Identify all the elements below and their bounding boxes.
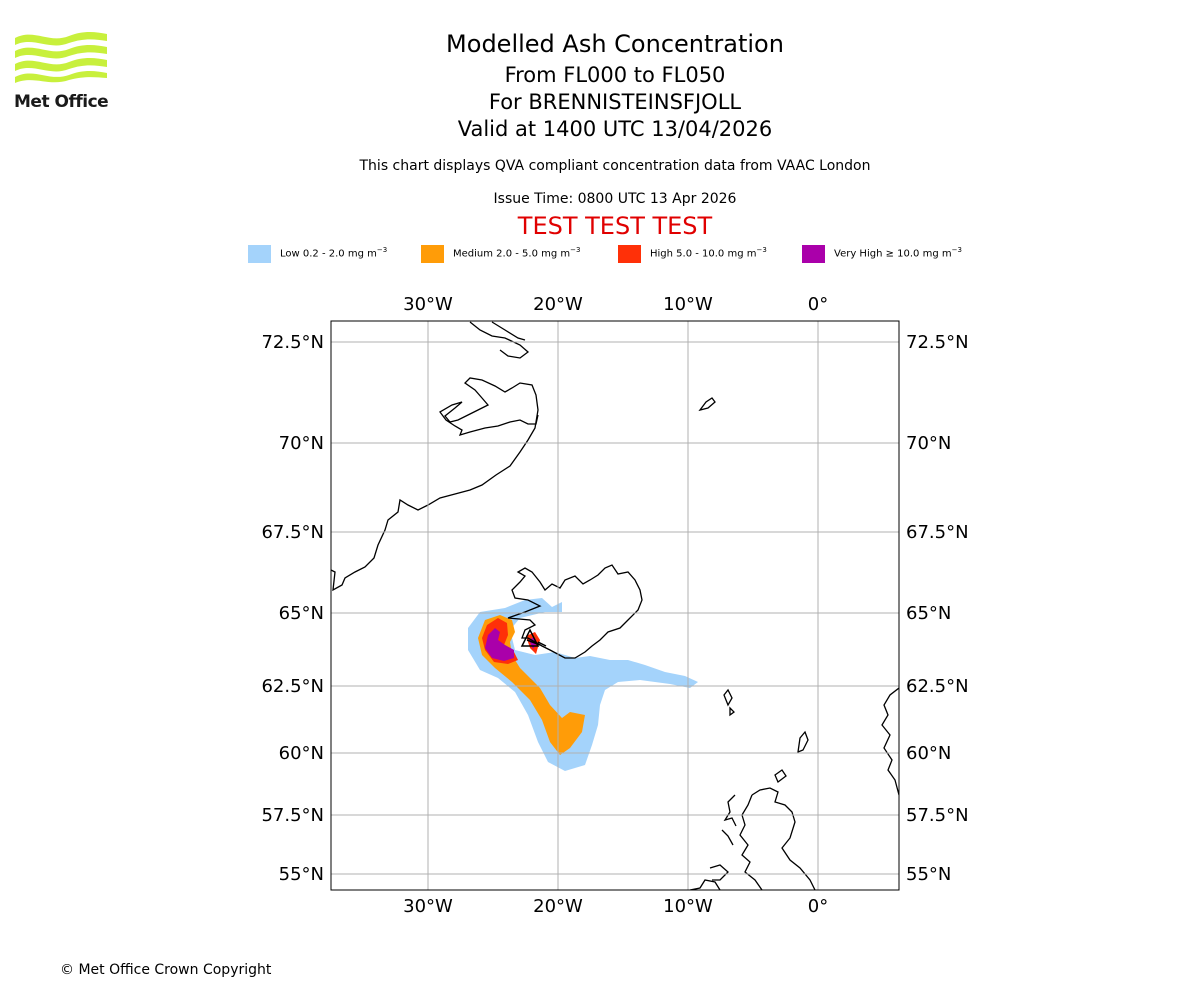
norway-coast — [881, 687, 899, 796]
ash-very-high-zone — [485, 628, 537, 661]
volcano-triangle-icon — [520, 628, 540, 647]
unit-exponent: −3 — [756, 246, 767, 254]
lat-tick-right: 60°N — [906, 743, 951, 764]
gridlines — [331, 321, 899, 890]
flight-levels: From FL000 to FL050 — [504, 63, 726, 87]
legend-swatch-medium — [421, 245, 444, 263]
lat-tick-right: 70°N — [906, 433, 951, 454]
faroe-islands-coast — [723, 688, 735, 717]
lon-tick-top: 20°W — [533, 294, 583, 315]
lon-ticks-bottom: 30°W 20°W 10°W 0° — [403, 896, 828, 917]
volcano-name: For BRENNISTEINSFJOLL — [488, 90, 742, 114]
unit-exponent: −3 — [951, 246, 962, 254]
description: This chart displays QVA compliant concen… — [359, 158, 871, 174]
unit-label: mg m — [727, 248, 757, 260]
issue-time: Issue Time: 0800 UTC 13 Apr 2026 — [493, 191, 737, 207]
lon-tick-top: 10°W — [663, 294, 713, 315]
unit-label: mg m — [541, 248, 571, 260]
iceland-coast — [507, 564, 643, 659]
lon-ticks-top: 30°W 20°W 10°W 0° — [403, 294, 828, 315]
map-content — [331, 321, 899, 890]
lat-ticks-left: 72.5°N 70°N 67.5°N 65°N 62.5°N 60°N 57.5… — [261, 332, 324, 885]
copyright: © Met Office Crown Copyright — [60, 962, 272, 978]
test-banner: TEST TEST TEST — [517, 212, 713, 240]
lat-tick-right: 65°N — [906, 603, 951, 624]
lat-tick-left: 72.5°N — [261, 332, 324, 353]
unit-exponent: −3 — [570, 246, 581, 254]
legend-swatch-high — [618, 245, 641, 263]
lat-tick-right: 67.5°N — [906, 522, 969, 543]
lon-tick-bottom: 10°W — [663, 896, 713, 917]
lat-tick-left: 57.5°N — [261, 805, 324, 826]
legend-label-low: Low 0.2 - 2.0 — [280, 248, 345, 260]
lat-tick-right: 72.5°N — [906, 332, 969, 353]
unit-exponent: −3 — [376, 246, 388, 254]
volcano-marker-cross — [526, 639, 547, 647]
lat-tick-left: 62.5°N — [261, 676, 324, 697]
lat-tick-left: 67.5°N — [261, 522, 324, 543]
coastlines — [331, 321, 899, 890]
ash-low-zone — [468, 598, 698, 771]
scotland-coast — [709, 787, 816, 890]
valid-time: Valid at 1400 UTC 13/04/2026 — [457, 117, 773, 141]
lat-tick-left: 55°N — [279, 864, 324, 885]
legend-swatch-low — [248, 245, 271, 263]
legend-swatch-very-high — [802, 245, 825, 263]
lon-tick-top: 0° — [808, 294, 828, 315]
unit-label: mg m — [347, 248, 377, 260]
legend-label-medium: Medium 2.0 - 5.0 — [453, 248, 538, 260]
brand-name: Met Office — [14, 92, 109, 112]
shetland-coast — [797, 730, 809, 754]
greenland-coast — [331, 377, 539, 592]
orkney-coast — [774, 769, 787, 784]
lat-tick-right: 55°N — [906, 864, 951, 885]
lon-tick-bottom: 20°W — [533, 896, 583, 917]
lon-tick-bottom: 30°W — [403, 896, 453, 917]
ireland-coast — [689, 879, 721, 890]
legend-label-high: High 5.0 - 10.0 — [650, 248, 725, 260]
lat-tick-left: 65°N — [279, 603, 324, 624]
lat-tick-left: 60°N — [279, 743, 324, 764]
met-office-logo — [15, 32, 107, 83]
lat-tick-right: 57.5°N — [906, 805, 969, 826]
greenland-north-coast — [469, 321, 530, 359]
chart-title: Modelled Ash Concentration — [446, 30, 784, 58]
lat-ticks-right: 72.5°N 70°N 67.5°N 65°N 62.5°N 60°N 57.5… — [906, 332, 969, 885]
lon-tick-bottom: 0° — [808, 896, 828, 917]
legend-label-very-high: Very High ≥ 10.0 — [834, 248, 920, 260]
jan-mayen-coast — [698, 397, 716, 412]
lon-tick-top: 30°W — [403, 294, 453, 315]
lat-tick-right: 62.5°N — [906, 676, 969, 697]
map-frame — [330, 320, 900, 891]
chart-subtitle: From FL000 to FL050 For BRENNISTEINSFJOL… — [415, 62, 815, 143]
lat-tick-left: 70°N — [279, 433, 324, 454]
unit-label: mg m — [922, 248, 952, 260]
